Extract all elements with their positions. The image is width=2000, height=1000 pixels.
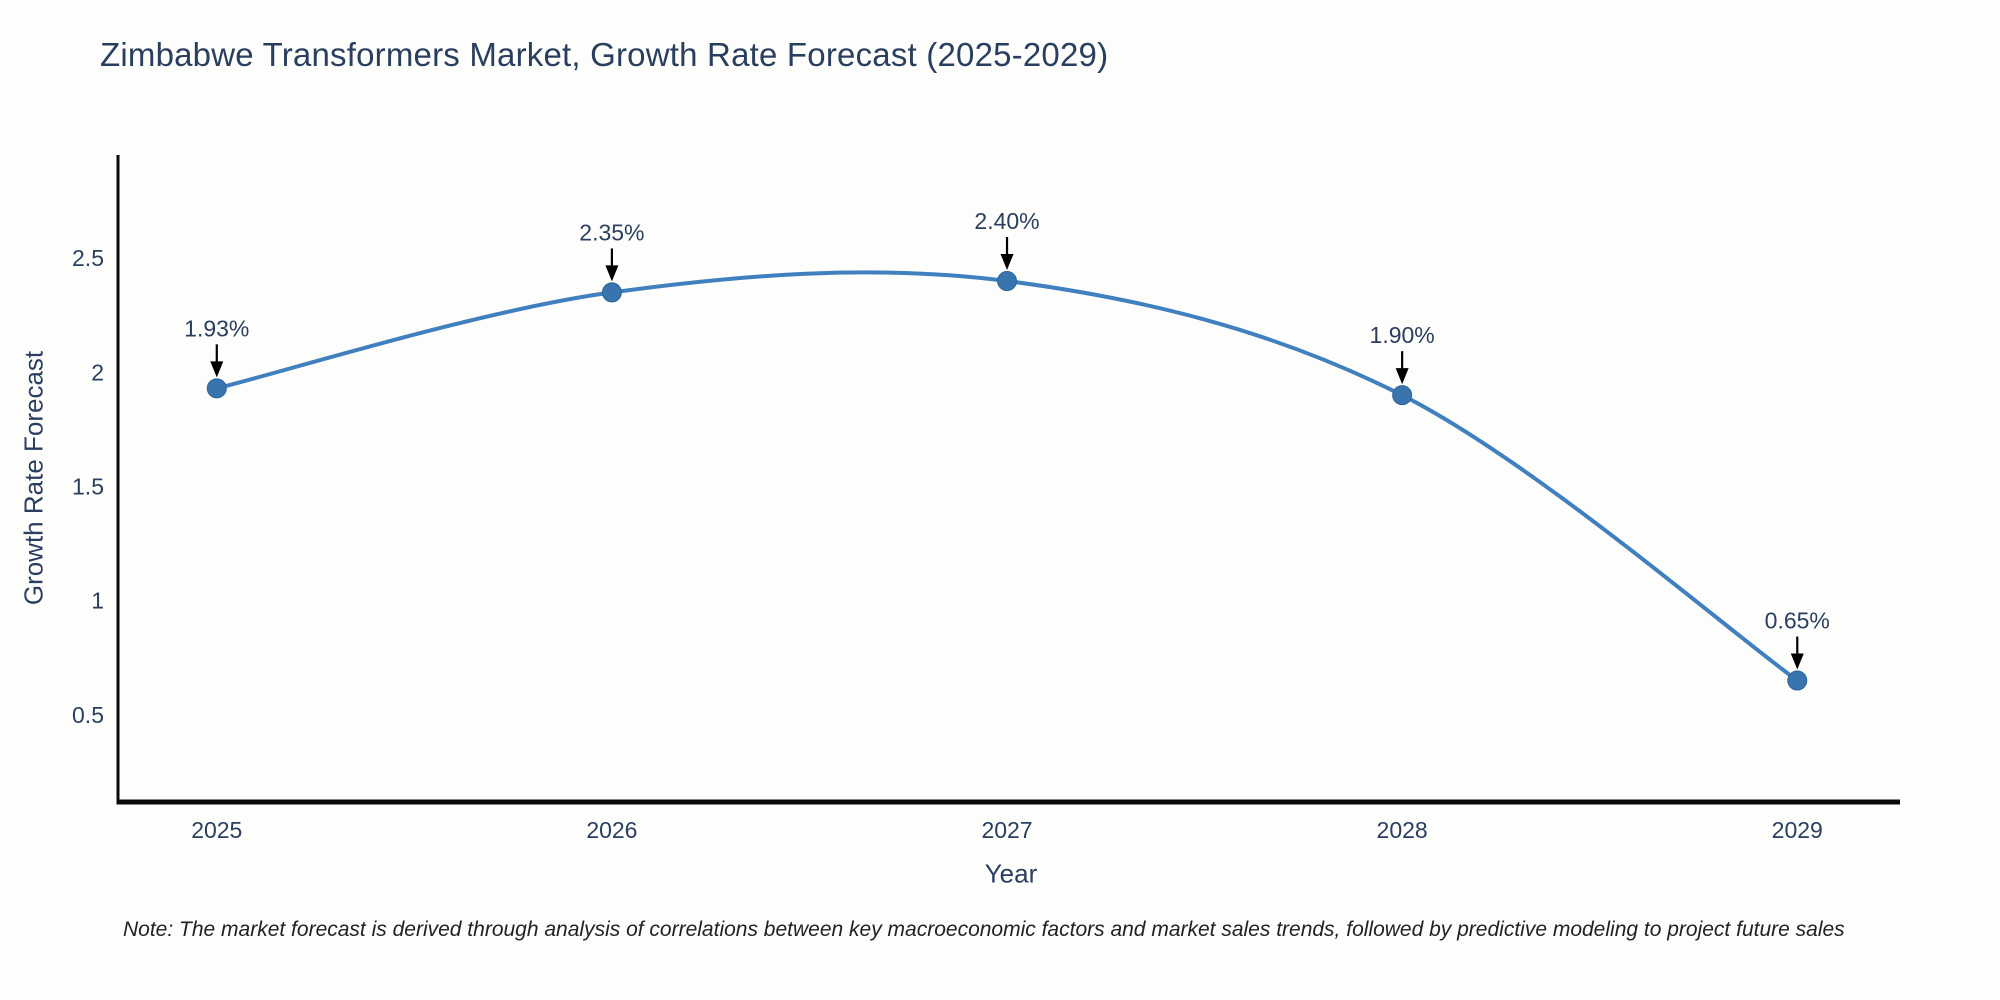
- annotation-label: 2.40%: [974, 208, 1039, 234]
- x-tick-label: 2029: [1772, 817, 1823, 843]
- annotation-arrowhead: [1790, 653, 1804, 670]
- x-tick-label: 2028: [1377, 817, 1428, 843]
- annotation-label: 2.35%: [579, 219, 644, 245]
- x-tick-label: 2026: [586, 817, 637, 843]
- annotation-label: 0.65%: [1765, 608, 1830, 634]
- y-tick-label: 1: [91, 588, 104, 614]
- annotation-arrowhead: [605, 265, 619, 282]
- footnote: Note: The market forecast is derived thr…: [123, 918, 1845, 941]
- data-point-marker[interactable]: [1392, 385, 1413, 406]
- data-point-marker[interactable]: [997, 271, 1018, 292]
- data-point-marker[interactable]: [1787, 670, 1808, 691]
- chart-title: Zimbabwe Transformers Market, Growth Rat…: [100, 36, 1109, 73]
- x-axis-title: Year: [984, 858, 1038, 889]
- x-tick-label: 2027: [981, 817, 1032, 843]
- annotation-arrowhead: [210, 361, 224, 378]
- annotation-arrowhead: [1000, 254, 1014, 271]
- annotation-label: 1.93%: [184, 315, 249, 341]
- data-point-marker[interactable]: [206, 378, 227, 399]
- annotation-label: 1.90%: [1370, 322, 1435, 348]
- x-tick-label: 2025: [191, 817, 242, 843]
- y-tick-label: 1.5: [72, 473, 104, 499]
- forecast-spline: [214, 270, 1800, 683]
- annotation-arrowhead: [1395, 368, 1409, 385]
- data-point-marker[interactable]: [601, 282, 622, 303]
- y-tick-label: 2.5: [72, 245, 104, 271]
- y-tick-label: 0.5: [72, 702, 104, 728]
- y-tick-label: 2: [91, 359, 104, 385]
